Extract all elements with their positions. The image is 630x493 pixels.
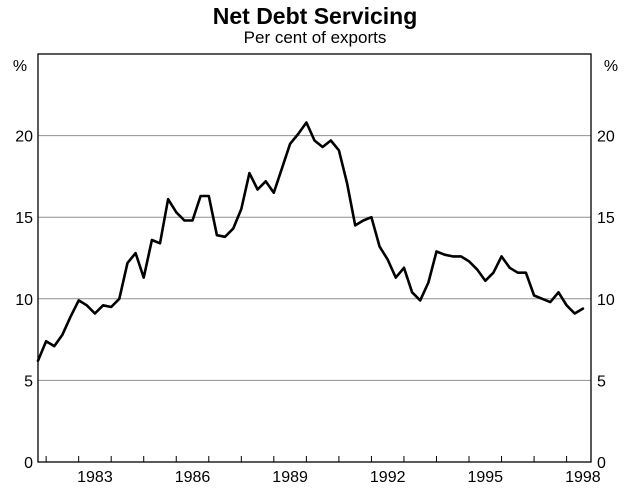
y-tick-label-left-10: 10 xyxy=(15,292,33,309)
y-axis-unit-left: % xyxy=(13,58,27,75)
y-tick-label-left-15: 15 xyxy=(15,210,33,227)
x-tick-label-1998: 1998 xyxy=(565,469,601,486)
x-tick-label-1983: 1983 xyxy=(77,469,113,486)
x-ticks xyxy=(45,456,568,462)
chart-title: Net Debt Servicing xyxy=(212,3,418,29)
y-tick-label-left-20: 20 xyxy=(15,129,33,146)
gridlines xyxy=(38,135,591,381)
x-tick-labels: 1983 1986 1989 1992 1995 1998 xyxy=(77,469,601,486)
y-tick-label-left-0: 0 xyxy=(24,455,33,472)
series-group xyxy=(36,121,585,363)
chart-subtitle: Per cent of exports xyxy=(243,28,387,47)
x-tick-label-1995: 1995 xyxy=(467,469,503,486)
x-tick-label-1986: 1986 xyxy=(175,469,211,486)
y-tick-label-left-5: 5 xyxy=(24,373,33,390)
x-tick-label-1992: 1992 xyxy=(370,469,406,486)
y-tick-label-right-0: 0 xyxy=(597,455,606,472)
y-tick-label-right-10: 10 xyxy=(597,292,615,309)
x-tick-label-1989: 1989 xyxy=(272,469,308,486)
y-tick-label-right-5: 5 xyxy=(597,373,606,390)
plot-frame xyxy=(37,53,592,463)
y-tick-label-right-15: 15 xyxy=(597,210,615,227)
y-tick-label-right-20: 20 xyxy=(597,129,615,146)
y-tick-labels: 0 0 5 5 10 10 15 15 20 20 xyxy=(15,129,615,472)
y-axis-unit-right: % xyxy=(604,58,618,75)
series-line-0 xyxy=(36,121,585,363)
